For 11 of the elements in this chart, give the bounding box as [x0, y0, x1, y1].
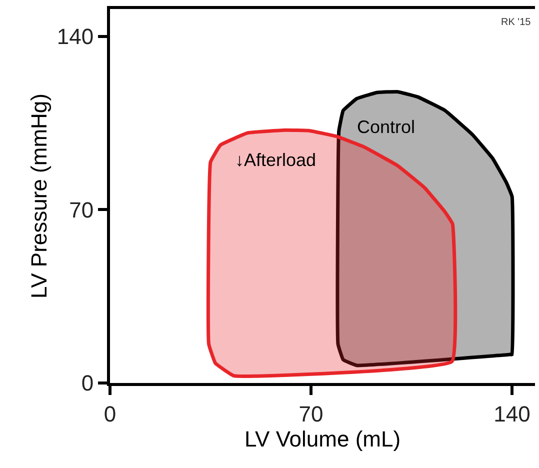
x-tick-label: 140: [494, 401, 530, 426]
y-axis-title: LV Pressure (mmHg): [26, 94, 52, 298]
x-axis-title: LV Volume (mL): [244, 426, 401, 452]
annotation: RK '15: [501, 17, 532, 28]
y-tick-label: 70: [69, 197, 94, 222]
series-label: Control: [357, 117, 416, 137]
series-label: ↓Afterload: [235, 150, 316, 170]
x-tick-label: 0: [104, 401, 116, 426]
x-tick-label: 70: [298, 401, 324, 426]
y-tick-label: 0: [81, 370, 94, 396]
y-tick-label: 140: [56, 24, 94, 49]
